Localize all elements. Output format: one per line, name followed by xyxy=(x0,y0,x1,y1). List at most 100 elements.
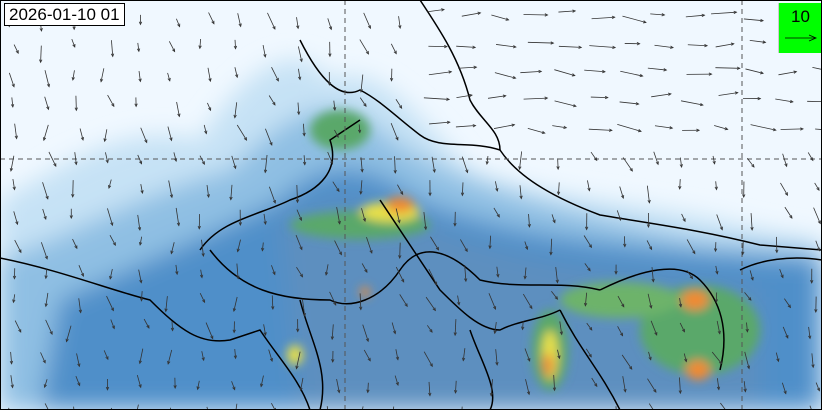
wind-vector-head xyxy=(661,13,666,17)
wind-vector xyxy=(426,325,433,333)
wind-vector-head xyxy=(556,191,561,196)
wind-vector-head xyxy=(369,249,373,254)
wind-vector-head xyxy=(243,137,248,141)
wind-vector-head xyxy=(571,73,576,77)
wind-vector xyxy=(558,10,576,13)
wind-vector-head xyxy=(167,360,171,365)
wind-vector xyxy=(622,157,633,172)
wind-vector xyxy=(13,44,19,54)
wind-vector-head xyxy=(472,124,477,128)
wind-vector xyxy=(617,124,642,132)
wind-vector xyxy=(621,354,633,370)
wind-vector xyxy=(138,71,141,82)
wind-vector-head xyxy=(733,10,738,14)
wind-vector-head xyxy=(170,327,175,332)
wind-vector xyxy=(200,269,203,278)
wind-vector xyxy=(647,378,657,393)
wind-vector xyxy=(139,236,143,246)
wind-vector-head xyxy=(811,364,815,369)
wind-vector xyxy=(720,402,727,410)
wind-vector xyxy=(650,13,665,16)
wind-vector xyxy=(168,41,176,52)
wind-vector xyxy=(231,155,236,169)
wind-vector xyxy=(648,403,654,410)
wind-vector-head xyxy=(71,193,75,198)
wind-vector xyxy=(679,157,683,168)
wind-vector-head xyxy=(331,359,335,363)
wind-vector-head xyxy=(642,20,647,24)
wind-vector-head xyxy=(750,276,754,281)
wind-vector xyxy=(486,156,489,165)
wind-vector-head xyxy=(401,278,405,283)
wind-vector xyxy=(108,179,112,189)
wind-vector xyxy=(814,182,820,191)
wind-vector-head xyxy=(69,215,73,220)
wind-vector-head xyxy=(679,164,683,168)
wind-vector xyxy=(647,293,652,309)
wind-vector xyxy=(555,267,558,283)
wind-vector xyxy=(231,381,236,390)
wind-vector xyxy=(170,242,175,254)
wind-vector xyxy=(524,241,528,250)
wind-vector xyxy=(551,291,558,300)
wind-vector-head xyxy=(572,9,577,13)
wind-vector xyxy=(423,97,450,100)
wind-vector xyxy=(11,97,14,108)
wind-vector-head xyxy=(448,70,453,74)
wind-vector-head xyxy=(360,168,364,173)
wind-vector xyxy=(647,67,667,71)
wind-vector-head xyxy=(521,326,525,331)
wind-vector xyxy=(363,349,371,361)
wind-vector-head xyxy=(816,387,821,392)
wind-vector xyxy=(586,322,593,331)
wind-vector-head xyxy=(746,365,751,370)
wind-vector xyxy=(78,298,82,313)
wind-vector xyxy=(679,179,681,189)
wind-vector xyxy=(617,295,625,307)
wind-vector-head xyxy=(196,386,200,391)
wind-vector-head xyxy=(502,94,507,98)
wind-vector xyxy=(428,381,431,396)
wind-vector xyxy=(488,293,496,310)
wind-vector-head xyxy=(750,227,754,231)
timestamp-label: 2026-01-10 01 xyxy=(4,3,125,26)
wind-vector-head xyxy=(236,248,240,253)
wind-vector xyxy=(552,125,567,129)
wind-vector xyxy=(750,213,753,231)
wind-vector-head xyxy=(49,331,53,336)
wind-vector-head xyxy=(557,355,561,360)
wind-vector-head xyxy=(518,166,522,171)
wind-vector xyxy=(585,348,592,358)
wind-vector xyxy=(589,45,616,48)
wind-vector-head xyxy=(12,186,16,191)
wind-vector-head xyxy=(789,215,793,219)
wind-vector xyxy=(584,292,588,306)
wind-vector-head xyxy=(299,246,303,251)
wind-vector xyxy=(326,406,329,410)
wind-vector-head xyxy=(232,386,236,391)
wind-vector-head xyxy=(594,383,598,388)
wind-vector xyxy=(743,18,764,22)
wind-vector xyxy=(367,382,369,393)
wind-vector xyxy=(237,239,241,252)
wind-vector xyxy=(648,351,652,360)
wind-vector xyxy=(14,239,22,253)
wind-vector xyxy=(298,68,301,80)
wind-vector xyxy=(40,352,46,363)
wind-vector-head xyxy=(389,77,394,82)
wind-vector-head xyxy=(549,251,553,256)
wind-vector xyxy=(487,95,506,99)
wind-vector xyxy=(75,376,81,386)
wind-vector-head xyxy=(423,226,428,231)
wind-vector xyxy=(591,16,615,20)
wind-vector-head xyxy=(275,77,279,82)
wind-vector-head xyxy=(232,329,236,334)
wind-vector xyxy=(550,238,553,255)
wind-vector-head xyxy=(696,128,701,132)
wind-vector-head xyxy=(760,18,765,23)
wind-vector xyxy=(262,44,266,58)
wind-vector xyxy=(236,124,247,141)
wind-vector xyxy=(395,349,399,360)
wind-vector xyxy=(297,102,300,115)
wind-vector xyxy=(461,156,468,173)
